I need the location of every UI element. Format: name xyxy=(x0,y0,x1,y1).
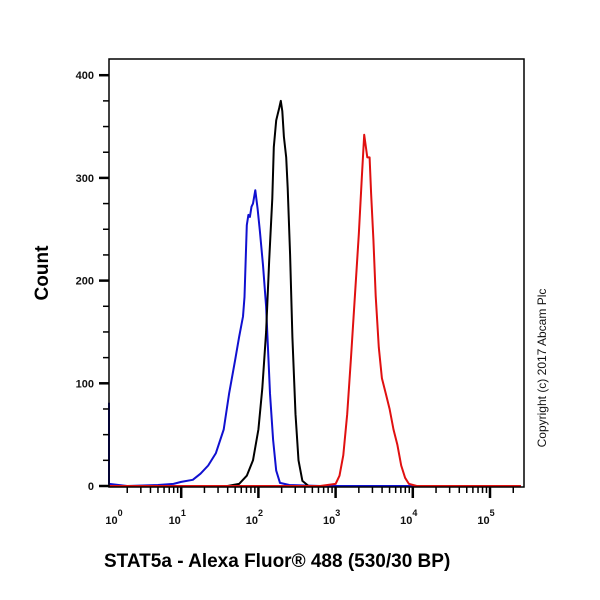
histogram-series xyxy=(108,99,521,487)
x-tick-label: 104 xyxy=(400,508,417,527)
plot-frame xyxy=(108,58,525,488)
x-tick-label: 102 xyxy=(246,508,263,527)
copyright-notice: Copyright (c) 2017 Abcam Plc xyxy=(535,288,549,448)
x-tick-label: 103 xyxy=(323,508,340,527)
series-black-line xyxy=(227,99,310,487)
series-red-line xyxy=(109,133,521,487)
x-tick-label: 105 xyxy=(477,508,494,527)
y-axis-label: Count xyxy=(32,245,53,301)
y-tick-label: 0 xyxy=(88,481,94,493)
y-tick-label: 400 xyxy=(76,70,94,82)
y-tick-label: 100 xyxy=(76,378,94,390)
series-blue-line xyxy=(108,189,521,487)
x-tick-label: 101 xyxy=(169,508,186,527)
y-tick-label: 300 xyxy=(76,173,94,185)
x-tick-label: 100 xyxy=(105,508,122,527)
axes: 0 100 200 300 400 100 101 102 103 104 105 xyxy=(76,70,514,527)
x-axis-label: STAT5a - Alexa Fluor® 488 (530/30 BP) xyxy=(104,551,451,572)
y-tick-label: 200 xyxy=(76,276,94,288)
